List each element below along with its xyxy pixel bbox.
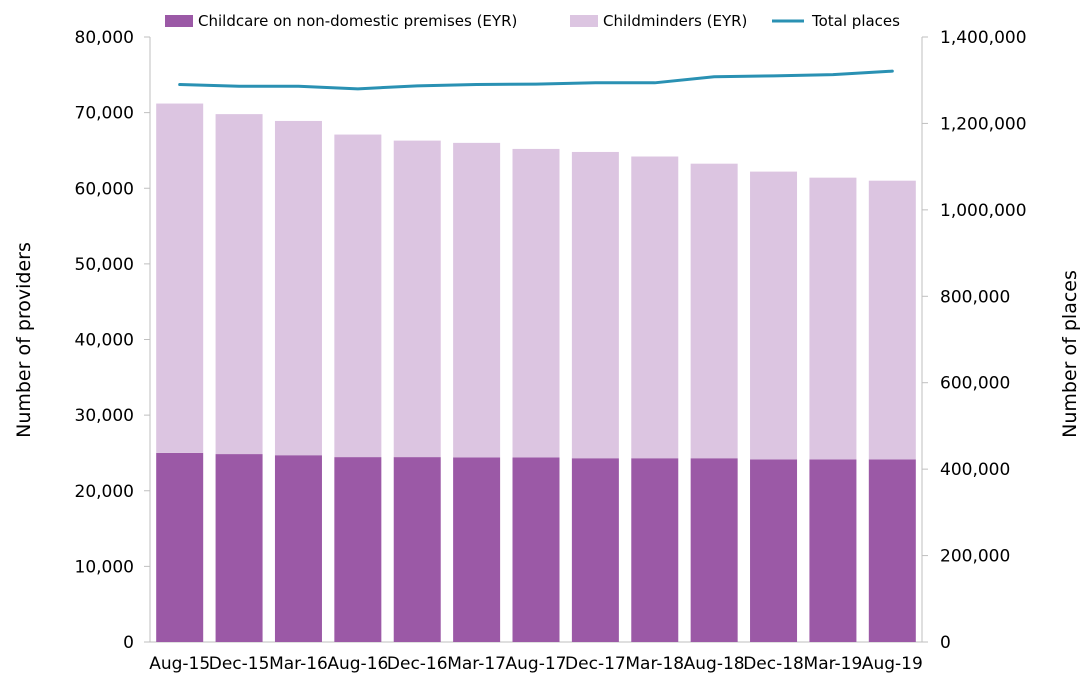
x-tick-label: Mar-18 <box>625 654 684 674</box>
bar-childcare-non-domestic <box>690 458 738 642</box>
bar-childcare-non-domestic <box>809 459 857 642</box>
x-tick-label: Aug-19 <box>862 654 923 674</box>
y-tick-label: 60,000 <box>75 179 134 199</box>
bar-childcare-non-domestic <box>156 452 204 642</box>
legend-label: Childminders (EYR) <box>603 12 747 30</box>
x-tick-label: Mar-17 <box>447 654 506 674</box>
bar-childminders <box>690 163 738 459</box>
bar-childminders <box>393 140 441 458</box>
x-tick-label: Mar-19 <box>804 654 863 674</box>
bar-childminders <box>215 114 263 455</box>
y-tick-label: 40,000 <box>75 331 134 351</box>
y2-tick-label: 1,400,000 <box>940 28 1027 48</box>
legend: Childcare on non-domestic premises (EYR)… <box>165 12 900 30</box>
x-tick-label: Aug-15 <box>149 654 210 674</box>
bar-childcare-non-domestic <box>274 455 322 642</box>
bar-childcare-non-domestic <box>631 458 679 642</box>
y-tick-label: 0 <box>123 633 134 653</box>
line-total-places <box>178 69 894 91</box>
y2-tick-label: 600,000 <box>940 374 1010 394</box>
y2-tick-label: 0 <box>940 633 951 653</box>
bar-childminders <box>868 180 916 460</box>
legend-item: Childminders (EYR) <box>570 12 747 30</box>
legend-swatch <box>165 15 193 27</box>
bar-childcare-non-domestic <box>453 457 501 642</box>
legend-item: Total places <box>772 12 900 30</box>
y2-tick-label: 800,000 <box>940 287 1010 307</box>
legend-label: Total places <box>811 12 900 30</box>
y-axis-title: Number of providers <box>13 242 35 438</box>
bar-childcare-non-domestic <box>334 457 382 642</box>
bar-childcare-non-domestic <box>512 457 560 642</box>
y-tick-label: 20,000 <box>75 482 134 502</box>
x-tick-label: Aug-17 <box>506 654 567 674</box>
legend-label: Childcare on non-domestic premises (EYR) <box>198 12 517 30</box>
bar-childminders <box>156 103 204 453</box>
bars-layer <box>156 103 916 642</box>
y-tick-label: 80,000 <box>75 28 134 48</box>
x-tick-label: Aug-18 <box>684 654 745 674</box>
bar-childminders <box>809 177 857 460</box>
bar-childcare-non-domestic <box>868 459 916 642</box>
legend-swatch <box>570 15 598 27</box>
y2-tick-label: 1,000,000 <box>940 201 1027 221</box>
y2-tick-label: 400,000 <box>940 460 1010 480</box>
line-layer <box>178 69 894 91</box>
bar-childcare-non-domestic <box>215 454 263 642</box>
bar-childminders <box>453 142 501 458</box>
y-tick-label: 10,000 <box>75 557 134 577</box>
ticks-layer: 0 10,000 20,000 30,000 40,000 50,000 60,000 70,… <box>75 28 1027 674</box>
x-tick-label: Dec-15 <box>209 654 270 674</box>
x-tick-label: Dec-18 <box>743 654 804 674</box>
y2-tick-label: 200,000 <box>940 547 1010 567</box>
y-tick-label: 30,000 <box>75 406 134 426</box>
bar-childminders <box>750 171 798 460</box>
y-tick-label: 50,000 <box>75 255 134 275</box>
bar-childminders <box>631 156 679 459</box>
x-tick-label: Aug-16 <box>327 654 388 674</box>
bar-childminders <box>274 120 322 456</box>
bar-childcare-non-domestic <box>393 457 441 642</box>
bar-childcare-non-domestic <box>571 458 619 642</box>
x-tick-label: Mar-16 <box>269 654 328 674</box>
x-tick-label: Dec-17 <box>565 654 626 674</box>
bar-childminders <box>512 148 560 458</box>
bar-childminders <box>571 151 619 459</box>
y2-tick-label: 1,200,000 <box>940 114 1027 134</box>
legend-item: Childcare on non-domestic premises (EYR) <box>165 12 517 30</box>
bar-childminders <box>334 134 382 458</box>
y-tick-label: 70,000 <box>75 104 134 124</box>
x-tick-label: Dec-16 <box>387 654 448 674</box>
y2-axis-title: Number of places <box>1059 270 1081 438</box>
bar-childcare-non-domestic <box>750 459 798 642</box>
